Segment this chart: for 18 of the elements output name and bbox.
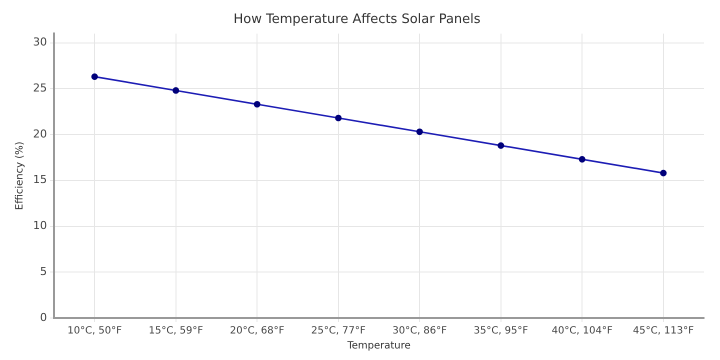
y-tick-label: 15: [32, 173, 47, 186]
y-tick-label: 0: [40, 310, 47, 324]
y-tick-label: 5: [40, 264, 47, 278]
y-tick-label: 10: [32, 219, 47, 232]
x-tick-label: 45°C, 113°F: [632, 326, 694, 337]
y-tick-label: 20: [32, 127, 47, 140]
y-tick-label: 30: [32, 36, 47, 49]
x-tick-label: 30°C, 86°F: [392, 326, 448, 337]
x-tick-label: 20°C, 68°F: [230, 326, 285, 337]
x-tick-label: 25°C, 77°F: [311, 326, 366, 337]
chart-title: How Temperature Affects Solar Panels: [233, 12, 481, 28]
x-tick-label: 40°C, 104°F: [552, 326, 613, 337]
y-tick-label: 25: [32, 82, 47, 95]
x-tick-label: 35°C, 95°F: [474, 326, 528, 337]
y-axis-title: Efficiency (%): [14, 141, 26, 210]
x-axis-title: Temperature: [346, 340, 411, 352]
x-tick-label: 10°C, 50°F: [67, 326, 122, 337]
x-tick-label: 15°C, 59°F: [148, 326, 204, 337]
